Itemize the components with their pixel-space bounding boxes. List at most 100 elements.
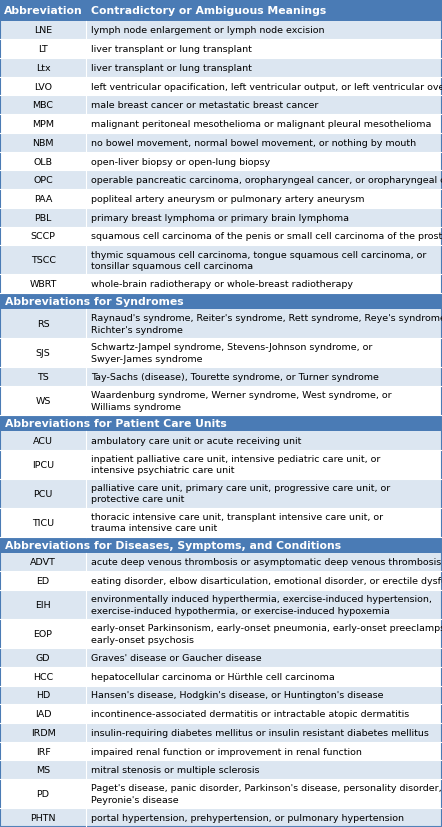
Text: impaired renal function or improvement in renal function: impaired renal function or improvement i… — [91, 747, 362, 756]
Text: Paget's disease, panic disorder, Parkinson's disease, personality disorder, or: Paget's disease, panic disorder, Parkins… — [91, 783, 442, 792]
Bar — [86, 571, 442, 590]
Bar — [86, 275, 442, 294]
Text: thoracic intensive care unit, transplant intensive care unit, or: thoracic intensive care unit, transplant… — [91, 512, 383, 521]
Bar — [0, 648, 86, 667]
Text: incontinence-associated dermatitis or intractable atopic dermatitis: incontinence-associated dermatitis or in… — [91, 710, 409, 719]
Bar — [86, 431, 442, 450]
Text: Waardenburg syndrome, Werner syndrome, West syndrome, or: Waardenburg syndrome, Werner syndrome, W… — [91, 390, 392, 399]
Text: WBRT: WBRT — [30, 280, 57, 289]
Text: PHTN: PHTN — [30, 813, 56, 822]
Bar — [86, 208, 442, 227]
Bar — [86, 450, 442, 479]
Text: whole-brain radiotherapy or whole-breast radiotherapy: whole-brain radiotherapy or whole-breast… — [91, 280, 353, 289]
Text: squamous cell carcinoma of the penis or small cell carcinoma of the prostate: squamous cell carcinoma of the penis or … — [91, 232, 442, 241]
Text: SCCP: SCCP — [30, 232, 56, 241]
Bar — [0, 152, 86, 171]
Bar — [0, 0, 86, 22]
Bar — [0, 686, 86, 705]
Text: Abbreviations for Diseases, Symptoms, and Conditions: Abbreviations for Diseases, Symptoms, an… — [5, 540, 341, 550]
Bar — [86, 553, 442, 571]
Text: ED: ED — [37, 576, 50, 586]
Bar — [86, 705, 442, 723]
Text: intensive psychiatric care unit: intensive psychiatric care unit — [91, 466, 235, 475]
Text: HCC: HCC — [33, 672, 53, 681]
Bar — [86, 246, 442, 275]
Text: Tay-Sachs (disease), Tourette syndrome, or Turner syndrome: Tay-Sachs (disease), Tourette syndrome, … — [91, 372, 379, 381]
Bar — [86, 590, 442, 619]
Text: Abbreviation: Abbreviation — [4, 6, 83, 16]
Text: TS: TS — [37, 372, 49, 381]
Bar — [86, 386, 442, 415]
Text: palliative care unit, primary care unit, progressive care unit, or: palliative care unit, primary care unit,… — [91, 483, 390, 492]
Bar — [0, 590, 86, 619]
Bar — [0, 115, 86, 134]
Bar — [0, 208, 86, 227]
Bar — [86, 648, 442, 667]
Bar — [0, 705, 86, 723]
Text: PCU: PCU — [34, 489, 53, 498]
Bar — [0, 190, 86, 208]
Text: early-onset Parkinsonism, early-onset pneumonia, early-onset preeclampsia, or: early-onset Parkinsonism, early-onset pn… — [91, 624, 442, 633]
Bar — [86, 761, 442, 779]
Text: LNE: LNE — [34, 26, 52, 36]
Bar — [86, 742, 442, 761]
Bar — [0, 171, 86, 190]
Text: Graves' disease or Gaucher disease: Graves' disease or Gaucher disease — [91, 653, 262, 662]
Bar — [0, 134, 86, 152]
Bar — [0, 41, 86, 59]
Text: Williams syndrome: Williams syndrome — [91, 402, 181, 411]
Text: Raynaud's syndrome, Reiter's syndrome, Rett syndrome, Reye's syndrome, or: Raynaud's syndrome, Reiter's syndrome, R… — [91, 314, 442, 323]
Text: Richter's syndrome: Richter's syndrome — [91, 325, 183, 334]
Text: mitral stenosis or multiple sclerosis: mitral stenosis or multiple sclerosis — [91, 766, 260, 774]
Bar — [86, 808, 442, 827]
Bar — [0, 309, 86, 339]
Text: thymic squamous cell carcinoma, tongue squamous cell carcinoma, or: thymic squamous cell carcinoma, tongue s… — [91, 251, 427, 260]
Text: Peyronie's disease: Peyronie's disease — [91, 795, 179, 804]
Bar — [0, 294, 442, 309]
Bar — [0, 553, 86, 571]
Text: IAD: IAD — [35, 710, 51, 719]
Text: LT: LT — [38, 45, 48, 54]
Text: PD: PD — [37, 789, 50, 798]
Bar — [0, 761, 86, 779]
Bar — [0, 227, 86, 246]
Text: left ventricular opacification, left ventricular output, or left ventricular ove: left ventricular opacification, left ven… — [91, 83, 442, 92]
Text: SJS: SJS — [36, 349, 50, 357]
Bar — [86, 78, 442, 97]
Bar — [86, 368, 442, 386]
Text: operable pancreatic carcinoma, oropharyngeal cancer, or oropharyngeal candidiasi: operable pancreatic carcinoma, oropharyn… — [91, 176, 442, 185]
Text: Schwartz-Jampel syndrome, Stevens-Johnson syndrome, or: Schwartz-Jampel syndrome, Stevens-Johnso… — [91, 343, 373, 352]
Bar — [0, 368, 86, 386]
Bar — [86, 134, 442, 152]
Bar — [0, 386, 86, 415]
Bar — [0, 450, 86, 479]
Text: PBL: PBL — [34, 213, 52, 222]
Bar — [0, 742, 86, 761]
Text: EIH: EIH — [35, 600, 51, 609]
Text: liver transplant or lung transplant: liver transplant or lung transplant — [91, 64, 252, 73]
Bar — [0, 22, 86, 41]
Bar — [0, 339, 86, 368]
Bar — [86, 152, 442, 171]
Bar — [86, 686, 442, 705]
Text: OPC: OPC — [33, 176, 53, 185]
Text: Hansen's disease, Hodgkin's disease, or Huntington's disease: Hansen's disease, Hodgkin's disease, or … — [91, 691, 384, 700]
Text: PAA: PAA — [34, 195, 52, 203]
Bar — [0, 431, 86, 450]
Text: primary breast lymphoma or primary brain lymphoma: primary breast lymphoma or primary brain… — [91, 213, 349, 222]
Text: Ltx: Ltx — [36, 64, 50, 73]
Text: eating disorder, elbow disarticulation, emotional disorder, or erectile dysfunct: eating disorder, elbow disarticulation, … — [91, 576, 442, 586]
Text: inpatient palliative care unit, intensive pediatric care unit, or: inpatient palliative care unit, intensiv… — [91, 454, 381, 463]
Bar — [86, 309, 442, 339]
Bar — [86, 667, 442, 686]
Text: exercise-induced hypothermia, or exercise-induced hypoxemia: exercise-induced hypothermia, or exercis… — [91, 606, 390, 615]
Text: tonsillar squamous cell carcinoma: tonsillar squamous cell carcinoma — [91, 262, 253, 270]
Text: LVO: LVO — [34, 83, 52, 92]
Text: ambulatory care unit or acute receiving unit: ambulatory care unit or acute receiving … — [91, 436, 301, 445]
Bar — [0, 571, 86, 590]
Text: MBC: MBC — [33, 101, 53, 110]
Text: Abbreviations for Syndromes: Abbreviations for Syndromes — [5, 297, 183, 307]
Text: early-onset psychosis: early-onset psychosis — [91, 635, 194, 644]
Text: popliteal artery aneurysm or pulmonary artery aneurysm: popliteal artery aneurysm or pulmonary a… — [91, 195, 365, 203]
Text: no bowel movement, normal bowel movement, or nothing by mouth: no bowel movement, normal bowel movement… — [91, 139, 416, 148]
